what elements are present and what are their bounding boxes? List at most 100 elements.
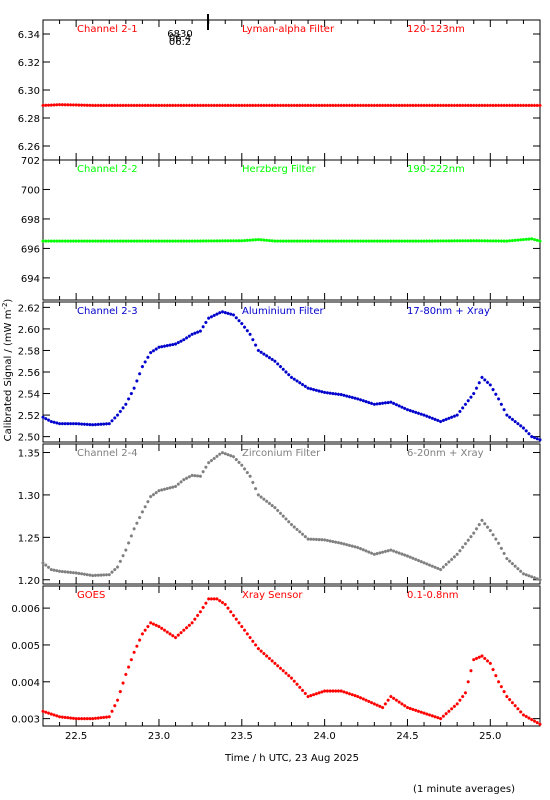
- data-point: [389, 694, 393, 699]
- data-point: [372, 702, 376, 706]
- data-point: [41, 709, 45, 713]
- data-point: [394, 403, 399, 407]
- data-point: [251, 480, 255, 485]
- data-point: [444, 562, 448, 567]
- data-point: [104, 422, 109, 426]
- data-point: [126, 397, 131, 401]
- data-point: [231, 613, 236, 618]
- data-point: [405, 103, 410, 107]
- data-point: [91, 423, 95, 427]
- data-point: [342, 239, 346, 243]
- data-point: [146, 355, 150, 359]
- data-point: [201, 239, 205, 243]
- data-point: [237, 319, 241, 323]
- y-tick-label: 2.62: [18, 303, 40, 314]
- data-point: [392, 549, 396, 553]
- data-point: [295, 103, 299, 107]
- data-point: [63, 715, 67, 720]
- series-3: [41, 310, 542, 442]
- data-point: [524, 714, 528, 719]
- event-marker-text: 6830: [167, 29, 192, 40]
- data-point: [66, 570, 70, 574]
- data-point: [499, 239, 503, 243]
- data-point: [41, 103, 45, 107]
- data-point: [450, 239, 454, 243]
- data-point: [502, 239, 506, 243]
- data-point: [270, 503, 274, 508]
- data-point: [190, 473, 194, 477]
- data-point: [306, 103, 310, 107]
- data-point: [331, 391, 335, 396]
- data-point: [364, 698, 368, 702]
- data-point: [469, 535, 473, 539]
- data-point: [104, 715, 109, 719]
- data-point: [151, 622, 156, 626]
- data-point: [532, 103, 537, 107]
- data-point: [110, 419, 114, 423]
- data-point: [425, 103, 429, 107]
- data-point: [499, 103, 503, 107]
- data-point: [284, 103, 288, 107]
- data-point: [110, 239, 114, 243]
- data-point: [220, 103, 225, 107]
- data-point: [430, 103, 434, 107]
- data-point: [485, 525, 490, 529]
- data-point: [367, 699, 371, 704]
- data-point: [74, 239, 78, 243]
- data-point: [472, 531, 476, 535]
- data-point: [414, 708, 418, 712]
- data-point: [209, 239, 214, 243]
- data-point: [118, 409, 122, 414]
- data-point: [209, 103, 214, 107]
- data-point: [491, 533, 495, 537]
- data-point: [77, 103, 81, 107]
- data-point: [499, 685, 503, 689]
- data-point: [433, 565, 437, 569]
- data-point: [403, 553, 407, 557]
- data-point: [320, 239, 324, 243]
- data-point: [44, 239, 48, 243]
- data-point: [309, 694, 313, 698]
- data-point: [469, 103, 473, 107]
- data-point: [400, 239, 404, 243]
- data-point: [510, 238, 514, 243]
- data-point: [403, 406, 407, 411]
- data-point: [364, 239, 368, 243]
- data-point: [262, 103, 266, 107]
- data-point: [430, 564, 434, 568]
- data-point: [240, 321, 244, 326]
- data-point: [220, 310, 225, 314]
- data-point: [433, 103, 437, 107]
- data-point: [483, 656, 487, 661]
- data-point: [353, 694, 357, 698]
- data-point: [55, 239, 59, 243]
- y-tick-label: 702: [21, 156, 40, 167]
- data-point: [328, 391, 332, 395]
- data-point: [71, 422, 75, 426]
- data-point: [477, 381, 481, 385]
- data-point: [491, 387, 495, 392]
- data-point: [270, 103, 274, 107]
- data-point: [485, 103, 490, 107]
- data-point: [187, 475, 191, 479]
- data-point: [212, 456, 216, 461]
- data-point: [378, 239, 382, 243]
- data-point: [389, 548, 393, 552]
- data-point: [124, 402, 128, 406]
- data-point: [356, 103, 360, 107]
- data-point: [458, 103, 462, 107]
- panel-frame: [42, 585, 541, 727]
- data-point: [289, 375, 294, 379]
- data-point: [499, 546, 503, 550]
- data-point: [353, 239, 357, 243]
- data-point: [527, 574, 531, 578]
- data-point: [295, 239, 299, 243]
- data-point: [400, 103, 404, 107]
- data-point: [99, 573, 103, 577]
- data-point: [265, 238, 269, 242]
- data-point: [519, 710, 523, 714]
- data-point: [381, 705, 385, 710]
- data-point: [115, 565, 120, 569]
- data-point: [311, 103, 316, 107]
- data-point: [450, 415, 454, 419]
